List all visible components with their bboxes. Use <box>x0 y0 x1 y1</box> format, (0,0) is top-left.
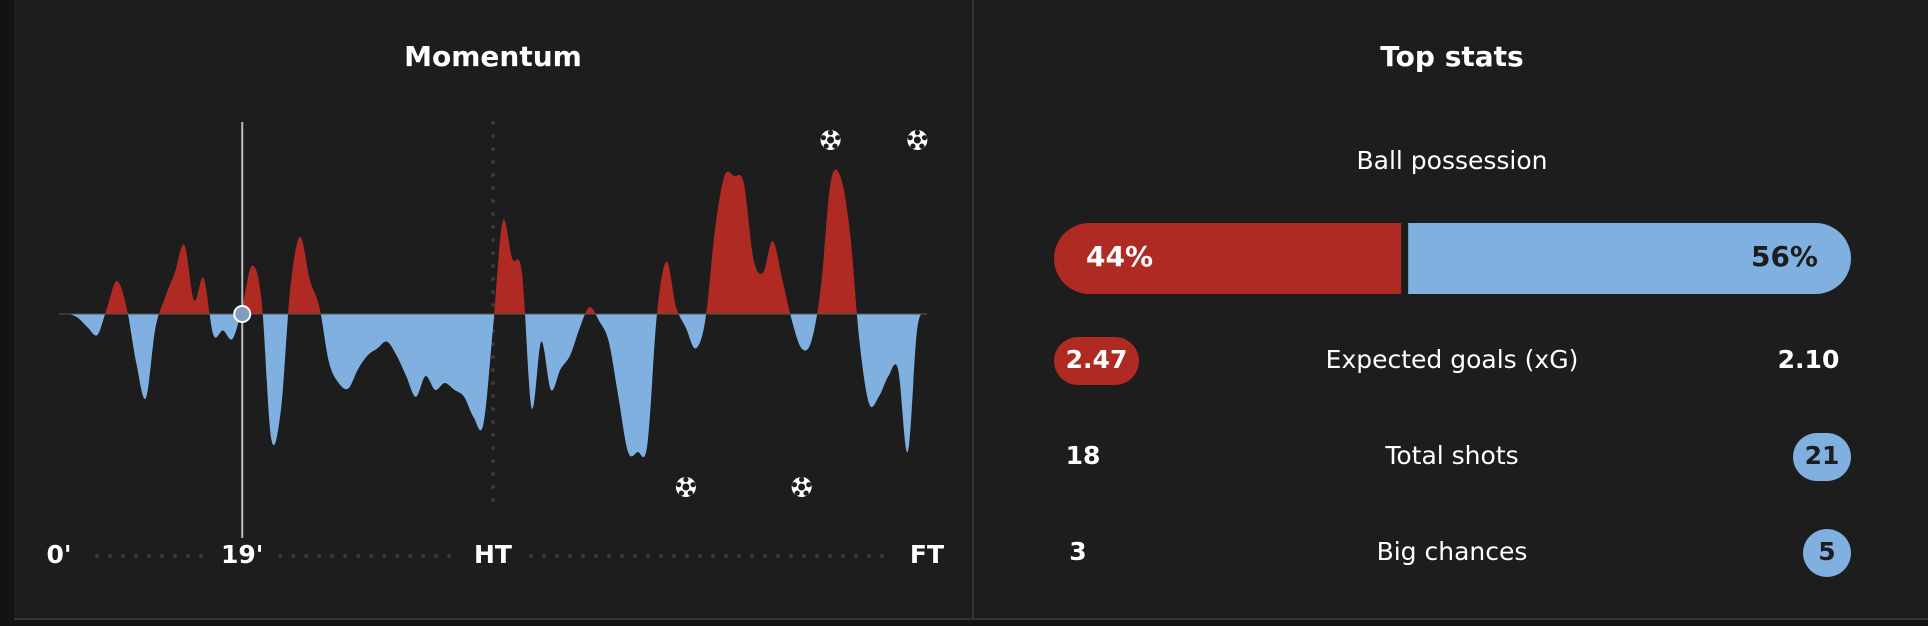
stat-away-value: 21 <box>1805 441 1840 470</box>
goal-ball-patch <box>832 143 838 149</box>
goal-ball-patch <box>823 143 829 149</box>
goal-ball-patch <box>919 143 925 149</box>
goal-ball-patch <box>676 482 682 488</box>
stat-label: Big chances <box>1377 537 1528 566</box>
goal-ball-patch <box>910 143 916 149</box>
goal-ball-patch <box>835 135 841 141</box>
possession-bar <box>1054 223 1851 294</box>
goal-ball-patch <box>687 490 693 496</box>
stat-away-value: 5 <box>1818 537 1835 566</box>
goal-ball-patch <box>690 482 696 488</box>
possession-away <box>1408 223 1851 294</box>
possession-home <box>1054 223 1402 294</box>
goal-ball-patch <box>921 135 928 141</box>
goal-ball-patch <box>799 476 805 483</box>
stat-label: Total shots <box>1384 441 1518 470</box>
stat-pill <box>1803 529 1851 577</box>
goal-ball-patch <box>794 490 800 496</box>
stats-title: Top stats <box>1380 40 1523 73</box>
goal-ball-patch <box>678 490 685 496</box>
goal-ball-patch <box>798 483 806 491</box>
card <box>14 0 1928 618</box>
possession-home-label: 44% <box>1086 240 1153 273</box>
x-tick-label: HT <box>474 540 512 569</box>
x-tick-label: FT <box>910 540 944 569</box>
possession-label: Ball possession <box>1356 146 1547 175</box>
stat-home-value: 2.47 <box>1066 345 1128 374</box>
goal-icon <box>675 476 696 497</box>
goal-icon <box>820 129 841 150</box>
momentum-negative <box>59 314 927 458</box>
goal-ball-patch <box>914 129 920 136</box>
stat-home-value: 18 <box>1066 441 1101 470</box>
stat-label: Expected goals (xG) <box>1326 345 1579 374</box>
goal-ball-patch <box>827 136 835 144</box>
stat-pill <box>1793 433 1851 481</box>
cursor-dot <box>233 305 252 323</box>
goal-icon <box>907 129 928 150</box>
goal-ball-patch <box>806 482 812 488</box>
goal-ball-patch <box>791 482 798 488</box>
goal-ball-patch <box>827 129 834 136</box>
goal-ball-patch <box>803 490 809 496</box>
x-tick-label: 19' <box>221 540 263 569</box>
stat-home-value: 3 <box>1069 537 1086 566</box>
stat-pill <box>1054 337 1139 385</box>
goal-ball-patch <box>683 476 689 483</box>
stat-away-value: 2.10 <box>1778 345 1840 374</box>
x-tick-label: 0' <box>46 540 71 569</box>
goal-ball-patch <box>682 483 690 491</box>
goal-ball-patch <box>913 136 921 144</box>
goal-ball-patch <box>907 135 913 141</box>
goal-ball-patch <box>820 135 827 141</box>
possession-away-label: 56% <box>1751 240 1818 273</box>
momentum-title: Momentum <box>404 40 582 73</box>
momentum-positive <box>59 169 927 314</box>
goal-icon <box>791 476 812 497</box>
